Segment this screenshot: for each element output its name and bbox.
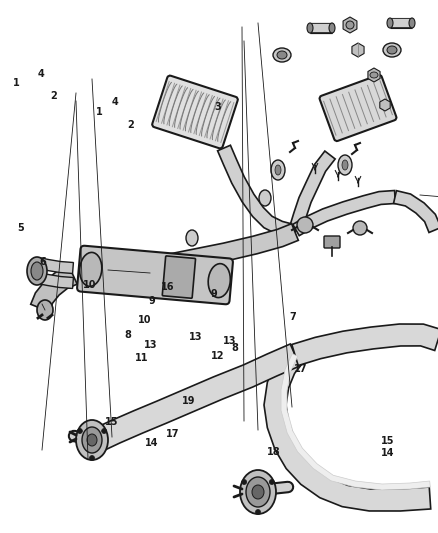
Ellipse shape	[242, 480, 247, 484]
FancyBboxPatch shape	[320, 75, 396, 141]
Text: 13: 13	[144, 341, 157, 350]
Polygon shape	[31, 266, 77, 312]
Ellipse shape	[353, 221, 367, 235]
Ellipse shape	[259, 190, 271, 206]
Text: 7: 7	[289, 312, 296, 322]
Ellipse shape	[76, 420, 108, 460]
Ellipse shape	[246, 477, 270, 507]
Ellipse shape	[409, 18, 415, 28]
Ellipse shape	[27, 257, 47, 285]
Text: 2: 2	[127, 120, 134, 130]
Polygon shape	[218, 146, 297, 239]
Ellipse shape	[102, 429, 106, 433]
Polygon shape	[352, 43, 364, 57]
Text: 19: 19	[182, 396, 195, 406]
Text: 8: 8	[124, 330, 131, 340]
Ellipse shape	[87, 434, 97, 446]
Ellipse shape	[271, 160, 285, 180]
Polygon shape	[37, 257, 74, 273]
Text: 14: 14	[381, 448, 395, 458]
Ellipse shape	[370, 72, 378, 78]
Text: 8: 8	[232, 343, 239, 352]
Ellipse shape	[269, 480, 274, 484]
Text: 17: 17	[293, 364, 307, 374]
Polygon shape	[264, 348, 431, 511]
FancyBboxPatch shape	[324, 236, 340, 248]
Ellipse shape	[387, 46, 397, 54]
FancyBboxPatch shape	[77, 246, 233, 304]
Text: 4: 4	[112, 98, 118, 107]
Ellipse shape	[273, 48, 291, 62]
Text: 18: 18	[267, 447, 281, 457]
Polygon shape	[37, 272, 74, 288]
Ellipse shape	[297, 217, 313, 233]
Text: 16: 16	[161, 282, 175, 292]
Polygon shape	[293, 190, 396, 236]
Ellipse shape	[78, 429, 82, 433]
Ellipse shape	[252, 485, 264, 499]
FancyBboxPatch shape	[152, 76, 238, 148]
Text: 12: 12	[211, 351, 224, 361]
Text: 10: 10	[138, 315, 152, 325]
Polygon shape	[84, 224, 298, 281]
Ellipse shape	[307, 23, 313, 33]
Text: 4: 4	[37, 69, 44, 78]
Text: 11: 11	[135, 353, 148, 363]
Ellipse shape	[277, 51, 287, 59]
Ellipse shape	[82, 427, 102, 453]
Polygon shape	[393, 191, 438, 232]
Ellipse shape	[37, 300, 53, 320]
Text: 1: 1	[13, 78, 20, 87]
Text: 9: 9	[210, 289, 217, 299]
Ellipse shape	[275, 165, 281, 175]
Ellipse shape	[383, 43, 401, 57]
FancyBboxPatch shape	[162, 256, 195, 298]
Text: 14: 14	[145, 439, 158, 448]
Ellipse shape	[31, 262, 43, 280]
Text: 13: 13	[223, 336, 237, 346]
Text: 15: 15	[381, 437, 395, 446]
Polygon shape	[290, 151, 335, 230]
Text: 17: 17	[166, 430, 179, 439]
Text: 3: 3	[215, 102, 221, 111]
Ellipse shape	[346, 21, 354, 29]
Text: 15: 15	[105, 417, 118, 427]
Polygon shape	[343, 17, 357, 33]
Text: 5: 5	[18, 223, 24, 233]
Text: 2: 2	[50, 91, 57, 101]
Ellipse shape	[329, 23, 335, 33]
Polygon shape	[380, 99, 390, 111]
Polygon shape	[93, 344, 300, 451]
Polygon shape	[292, 324, 438, 366]
Text: 10: 10	[83, 280, 97, 290]
Ellipse shape	[208, 264, 230, 297]
Ellipse shape	[387, 18, 393, 28]
Text: 6: 6	[39, 257, 46, 267]
Text: 13: 13	[189, 332, 202, 342]
Text: 1: 1	[96, 107, 103, 117]
Ellipse shape	[338, 155, 352, 175]
Ellipse shape	[186, 230, 198, 246]
Polygon shape	[368, 68, 380, 82]
Ellipse shape	[240, 470, 276, 514]
Ellipse shape	[255, 510, 261, 514]
Ellipse shape	[342, 160, 348, 170]
Ellipse shape	[80, 253, 102, 286]
Polygon shape	[281, 354, 430, 490]
Text: 9: 9	[149, 296, 155, 306]
Ellipse shape	[89, 456, 95, 461]
